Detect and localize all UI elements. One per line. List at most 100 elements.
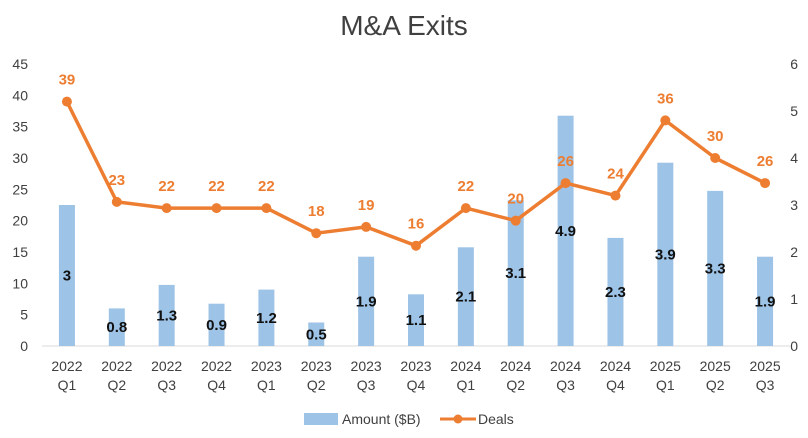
- line-data-label: 22: [258, 178, 275, 195]
- legend-label-amount: Amount ($B): [342, 411, 421, 427]
- deals-marker: [560, 178, 571, 189]
- legend-swatch-amount: [304, 413, 338, 425]
- legend: Amount ($B) Deals: [304, 411, 514, 427]
- data-labels: 3 0.8 1.3 0.9 1.2 0.5 1.9 1.1 2.1 3.1 4.9 2.3 3.9 3.3…: [59, 72, 776, 344]
- x-tick-label-quarter: Q2: [307, 377, 326, 393]
- line-data-label: 20: [507, 191, 524, 208]
- bar-data-label: 0.9: [206, 317, 227, 334]
- x-tick-label-year: 2023: [400, 358, 431, 374]
- bar-data-label: 3.1: [505, 265, 526, 282]
- bar: [108, 308, 125, 346]
- y-left-tick-label: 0: [20, 338, 28, 354]
- x-tick-label-quarter: Q2: [107, 377, 126, 393]
- line-data-label: 22: [208, 178, 225, 195]
- y-left-tick-label: 30: [12, 150, 28, 166]
- x-tick-label-year: 2024: [600, 358, 631, 374]
- deals-marker: [61, 96, 72, 107]
- bar-data-label: 3.9: [655, 246, 676, 263]
- x-tick-label-year: 2025: [700, 358, 731, 374]
- line-data-label: 30: [707, 128, 724, 145]
- deals-marker: [411, 240, 421, 251]
- y-right-tick-label: 5: [790, 103, 798, 119]
- line-data-label: 19: [358, 197, 375, 214]
- x-tick-label-year: 2022: [201, 358, 232, 374]
- x-tick-label-year: 2022: [151, 358, 182, 374]
- deals-marker: [760, 178, 771, 189]
- bar-data-label: 3.3: [705, 260, 726, 277]
- bar: [657, 162, 674, 346]
- y-left-tick-label: 5: [20, 307, 28, 323]
- bar: [707, 190, 724, 346]
- x-tick-label-year: 2024: [450, 358, 481, 374]
- line-series: [61, 96, 771, 251]
- line-data-label: 18: [308, 203, 325, 220]
- deals-marker: [710, 153, 721, 163]
- chart-title: M&A Exits: [340, 10, 468, 41]
- deals-marker: [211, 203, 222, 214]
- x-tick-label-year: 2024: [550, 358, 581, 374]
- bar-data-label: 1.1: [406, 312, 427, 329]
- legend-swatch-deals-marker: [453, 414, 463, 424]
- x-tick-label-quarter: Q4: [407, 377, 426, 393]
- bar-data-label: 2.3: [605, 284, 626, 301]
- x-tick-label-year: 2022: [101, 358, 132, 374]
- bar-data-label: 0.8: [106, 319, 127, 336]
- deals-marker: [361, 221, 372, 232]
- line-data-label: 26: [757, 153, 774, 170]
- y-left-tick-label: 20: [12, 213, 28, 229]
- bar-data-label: 3: [63, 268, 71, 285]
- line-data-label: 23: [108, 172, 125, 189]
- x-tick-label-year: 2025: [749, 358, 780, 374]
- bar: [408, 294, 424, 346]
- bar: [158, 284, 175, 346]
- line-data-label: 22: [458, 178, 475, 195]
- x-tick-label-year: 2023: [301, 358, 332, 374]
- bar-data-label: 0.5: [306, 326, 327, 343]
- x-tick-label-year: 2023: [251, 358, 282, 374]
- x-tick-label-quarter: Q1: [257, 377, 276, 393]
- bar-data-label: 1.3: [156, 307, 177, 324]
- x-tick-label-year: 2022: [51, 358, 82, 374]
- bar-data-label: 1.9: [755, 293, 776, 310]
- x-tick-label-quarter: Q3: [756, 377, 775, 393]
- y-left-tick-label: 15: [12, 244, 28, 260]
- x-tick-label-quarter: Q4: [606, 377, 625, 393]
- x-tick-label-quarter: Q3: [157, 377, 176, 393]
- deals-marker: [660, 115, 671, 126]
- x-tick-label-quarter: Q1: [58, 377, 77, 393]
- y-right-tick-label: 4: [790, 150, 798, 166]
- deals-marker: [161, 203, 172, 214]
- y-left-tick-label: 45: [12, 56, 28, 72]
- bar: [607, 237, 624, 346]
- x-tick-label-year: 2025: [650, 358, 681, 374]
- y-right-tick-label: 2: [790, 244, 798, 260]
- y-right-tick-label: 6: [790, 56, 798, 72]
- x-tick-label-year: 2024: [500, 358, 531, 374]
- deals-marker: [311, 228, 322, 239]
- y-right-tick-label: 0: [790, 338, 798, 354]
- bar-data-label: 4.9: [555, 223, 576, 240]
- bar-series: [58, 115, 774, 346]
- line-data-label: 16: [408, 216, 425, 233]
- x-tick-label-quarter: Q2: [506, 377, 525, 393]
- y-left-tick-label: 10: [12, 275, 28, 291]
- deals-marker: [610, 190, 621, 201]
- x-tick-label-quarter: Q3: [556, 377, 575, 393]
- x-tick-label-quarter: Q2: [706, 377, 725, 393]
- bar-data-label: 1.9: [356, 293, 377, 310]
- bar: [557, 115, 574, 346]
- line-data-label: 36: [657, 90, 674, 107]
- x-tick-label-quarter: Q1: [457, 377, 476, 393]
- line-data-label: 24: [607, 166, 624, 183]
- bar-data-label: 1.2: [256, 310, 277, 327]
- y-right-tick-label: 3: [790, 197, 798, 213]
- bar: [58, 205, 75, 346]
- x-tick-label-quarter: Q4: [207, 377, 226, 393]
- bar: [358, 256, 375, 346]
- deals-marker: [460, 203, 471, 214]
- bar: [258, 289, 275, 346]
- bar: [507, 200, 524, 346]
- x-tick-label-year: 2023: [351, 358, 382, 374]
- line-data-label: 22: [158, 178, 175, 195]
